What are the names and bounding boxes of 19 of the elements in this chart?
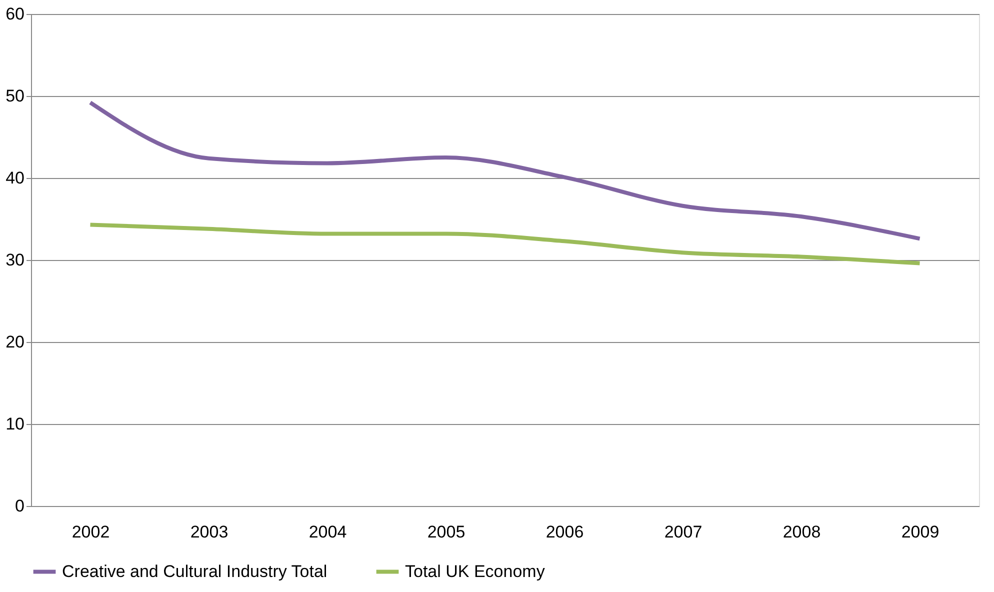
y-tick-label: 60 bbox=[6, 4, 24, 24]
legend-label: Total UK Economy bbox=[405, 562, 546, 581]
x-tick-label: 2008 bbox=[782, 522, 821, 542]
y-tick-label: 40 bbox=[6, 168, 24, 188]
y-tick-label: 50 bbox=[6, 86, 24, 106]
line-series bbox=[88, 100, 922, 241]
x-tick-label: 2004 bbox=[308, 522, 347, 542]
x-tick-label: 2009 bbox=[901, 522, 940, 542]
x-tick-label: 2006 bbox=[546, 522, 584, 542]
x-tick-label: 2007 bbox=[664, 522, 702, 542]
line-series bbox=[88, 222, 922, 266]
y-tick-label: 30 bbox=[6, 250, 24, 270]
y-tick-label: 0 bbox=[15, 496, 24, 516]
x-tick-label: 2005 bbox=[427, 522, 466, 542]
x-tick-label: 2002 bbox=[72, 522, 110, 542]
legend-label: Creative and Cultural Industry Total bbox=[62, 562, 328, 581]
y-tick-label: 20 bbox=[6, 332, 24, 352]
x-tick-label: 2003 bbox=[190, 522, 228, 542]
y-tick-label: 10 bbox=[6, 414, 24, 434]
